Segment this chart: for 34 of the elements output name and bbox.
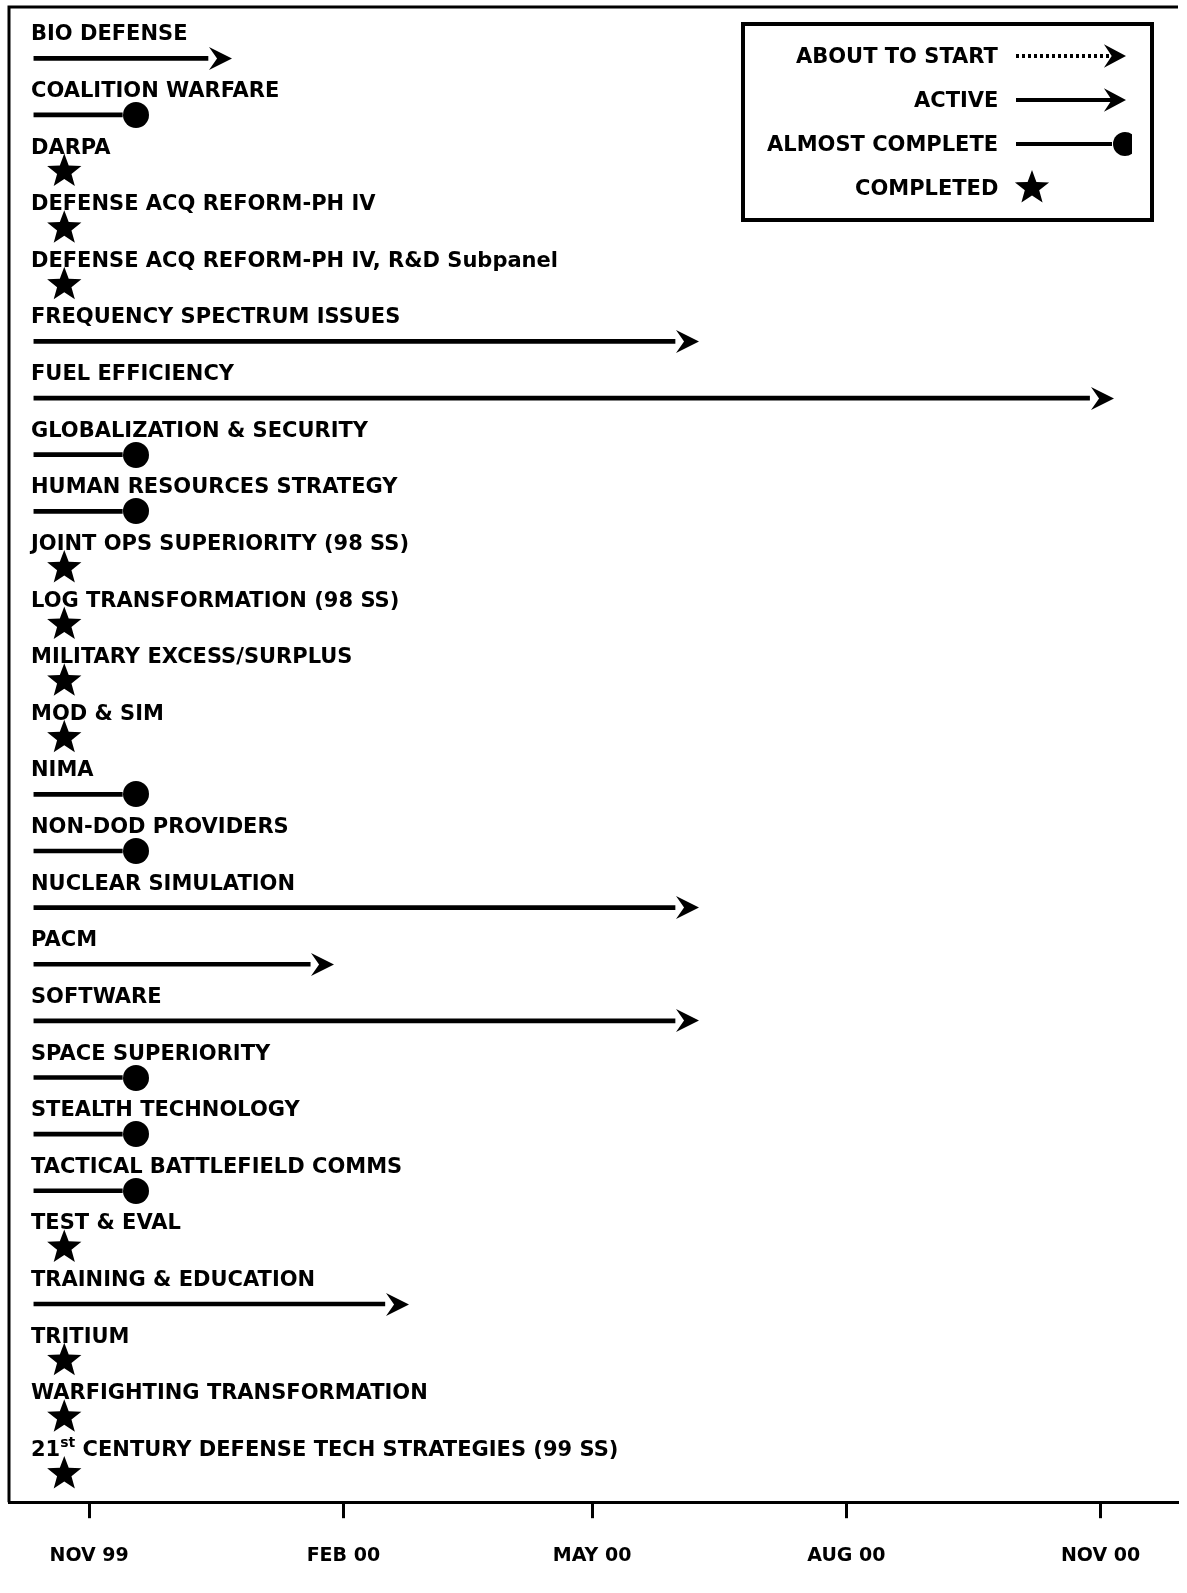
y-tick-label: TRITIUM — [31, 1323, 130, 1348]
x-tick-label: MAY 00 — [552, 1542, 632, 1565]
y-tick-label: SPACE SUPERIORITY — [31, 1040, 271, 1065]
y-tick-label: LOG TRANSFORMATION (98 SS) — [31, 587, 400, 612]
y-tick-label: COALITION WARFARE — [31, 77, 280, 102]
y-tick-label: MILITARY EXCESS/SURPLUS — [31, 644, 353, 669]
y-tick-label: NIMA — [31, 757, 95, 782]
y-tick-label: SOFTWARE — [31, 983, 162, 1008]
legend-label: ABOUT TO START — [796, 44, 998, 68]
y-tick-label: PACM — [31, 927, 98, 952]
x-tick-label: NOV 00 — [1060, 1542, 1141, 1565]
y-tick-label: WARFIGHTING TRANSFORMATION — [31, 1380, 428, 1405]
y-tick-label: MOD & SIM — [31, 700, 164, 725]
y-tick-label: NON-DOD PROVIDERS — [31, 814, 289, 839]
x-tick-label: FEB 00 — [306, 1542, 381, 1565]
legend-label: ACTIVE — [914, 88, 999, 112]
y-tick-label: NUCLEAR SIMULATION — [31, 870, 295, 895]
legend-label: ALMOST COMPLETE — [767, 132, 999, 156]
y-tick-label: TEST & EVAL — [31, 1210, 181, 1235]
y-tick-label: DARPA — [31, 134, 112, 159]
legend-label: COMPLETED — [855, 176, 999, 200]
y-tick-label: DEFENSE ACQ REFORM-PH IV — [31, 191, 377, 216]
y-tick-label: STEALTH TECHNOLOGY — [31, 1097, 301, 1122]
y-tick-label: FREQUENCY SPECTRUM ISSUES — [31, 304, 401, 329]
x-tick-label: AUG 00 — [807, 1542, 886, 1565]
y-tick-label: DEFENSE ACQ REFORM-PH IV, R&D Subpanel — [31, 247, 558, 272]
y-tick-label: JOINT OPS SUPERIORITY (98 SS) — [29, 530, 409, 555]
x-tick-label: NOV 99 — [49, 1542, 129, 1565]
y-tick-label: HUMAN RESOURCES STRATEGY — [31, 474, 399, 499]
y-tick-label: TACTICAL BATTLEFIELD COMMS — [31, 1153, 403, 1178]
y-tick-label: FUEL EFFICIENCY — [31, 361, 235, 386]
y-tick-label: TRAINING & EDUCATION — [31, 1267, 316, 1292]
y-tick-label: BIO DEFENSE — [31, 21, 188, 46]
y-tick-label: GLOBALIZATION & SECURITY — [31, 417, 369, 442]
